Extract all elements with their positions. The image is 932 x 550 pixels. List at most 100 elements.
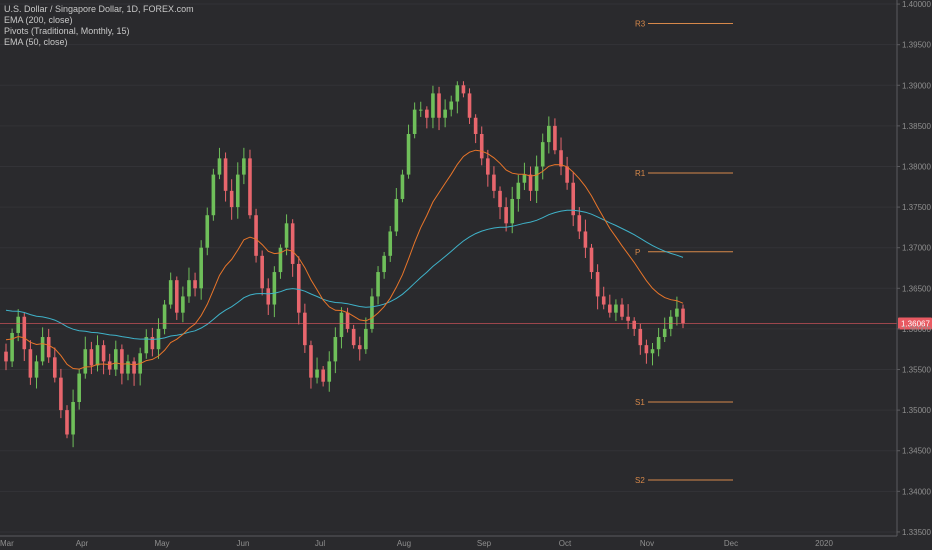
candle-body (412, 109, 417, 134)
candle-body (315, 369, 319, 378)
candle-body (107, 361, 112, 370)
time-tick-label: Nov (640, 539, 654, 548)
legend-pivots[interactable]: Pivots (Traditional, Monthly, 15) (4, 26, 130, 36)
ema200-line (5, 209, 684, 340)
candle-body (492, 174, 496, 191)
candle-body (59, 377, 63, 411)
time-tick-label: Aug (397, 539, 411, 548)
candle-body (296, 263, 301, 313)
candle-body (443, 109, 447, 118)
candle-body (675, 308, 679, 317)
candle-body (113, 349, 118, 370)
candle-body (601, 296, 606, 305)
time-tick-label: 2020 (815, 539, 833, 548)
candle-body (522, 174, 527, 183)
candle-body (223, 158, 228, 191)
candle-body (235, 174, 240, 208)
price-tick-label: 1.36000 (902, 325, 931, 334)
candle-body (559, 150, 563, 167)
candle-body (339, 312, 344, 338)
ema50-line (5, 149, 684, 370)
candle-body (638, 328, 643, 346)
candle-body (40, 337, 45, 362)
candle-body (382, 255, 386, 273)
candle-body (333, 337, 338, 362)
price-tick-label: 1.40000 (902, 0, 931, 9)
candle-body (650, 349, 655, 354)
candle-body (486, 158, 490, 175)
price-tick-label: 1.34000 (902, 487, 931, 496)
candle-body (534, 166, 539, 191)
price-tick-label: 1.39000 (902, 81, 931, 90)
candle-body (473, 117, 478, 134)
last-price-line: 1.36067 (0, 317, 932, 330)
candle-body (217, 158, 222, 175)
candle-body (571, 182, 576, 216)
candle-body (65, 410, 69, 435)
candle-body (101, 345, 106, 362)
candle-body (181, 296, 185, 313)
candle-body (510, 198, 515, 224)
last-price-tag (898, 317, 932, 330)
pivot-label-r3: R3 (635, 20, 646, 29)
legend-symbol[interactable]: U.S. Dollar / Singapore Dollar, 1D, FORE… (4, 4, 194, 14)
legend-ema50[interactable]: EMA (50, close) (4, 37, 68, 47)
pivot-label-s2: S2 (635, 476, 645, 485)
candle-body (144, 337, 149, 354)
candle-body (528, 174, 533, 191)
candle-body (540, 142, 545, 167)
candle-body (77, 373, 81, 402)
time-tick-label: Oct (559, 539, 572, 548)
candle-body (266, 288, 271, 305)
candle-body (669, 316, 673, 329)
candle-body (498, 190, 502, 208)
candle-body (345, 312, 350, 329)
price-tick-label: 1.38000 (902, 162, 931, 171)
candle-body (187, 280, 191, 297)
candle-body (327, 361, 332, 382)
candle-body (89, 349, 94, 366)
time-tick-label: Mar (0, 539, 14, 548)
candle-body (71, 402, 75, 435)
candle-body (150, 337, 155, 350)
candle-body (46, 337, 51, 358)
candle-body (364, 328, 368, 350)
candle-body (608, 304, 612, 313)
candle-body (284, 223, 289, 248)
legend-ema200[interactable]: EMA (200, close) (4, 15, 73, 25)
candle-body (449, 101, 454, 110)
time-axis[interactable]: Mar Apr May Jun Jul Aug Sep Oct Nov Dec 2020 (0, 539, 833, 548)
time-tick-label: Sep (477, 539, 492, 548)
pivot-label-s1: S1 (635, 398, 645, 407)
candle-body (504, 207, 508, 224)
price-tick-label: 1.36500 (902, 284, 931, 293)
price-tick-label: 1.38500 (902, 122, 931, 131)
candle-body (467, 93, 472, 118)
candle-body (583, 231, 588, 248)
candle-body (614, 304, 618, 313)
candle-body (577, 215, 582, 232)
candle-body (211, 174, 216, 216)
candle-body (431, 93, 435, 118)
candle-body (205, 215, 210, 248)
price-tick-label: 1.37500 (902, 203, 931, 212)
candles (4, 81, 685, 448)
chart-legend: U.S. Dollar / Singapore Dollar, 1D, FORE… (4, 4, 194, 48)
time-tick-label: Apr (76, 539, 89, 548)
candle-body (95, 345, 100, 366)
candle-body (662, 328, 667, 338)
candle-body (290, 223, 295, 264)
candle-body (589, 247, 594, 273)
price-tick-label: 1.35500 (902, 366, 931, 375)
candle-body (553, 125, 557, 151)
candle-body (278, 247, 283, 273)
grid (0, 3, 897, 533)
candle-body (620, 304, 624, 317)
price-axis[interactable]: 1.33500 1.34000 1.34500 1.35000 1.35500 1.360… (897, 0, 931, 537)
price-tick-label: 1.39500 (902, 41, 931, 50)
candle-body (16, 316, 20, 333)
candle-body (479, 134, 484, 159)
pivot-label-r1: R1 (635, 169, 646, 178)
